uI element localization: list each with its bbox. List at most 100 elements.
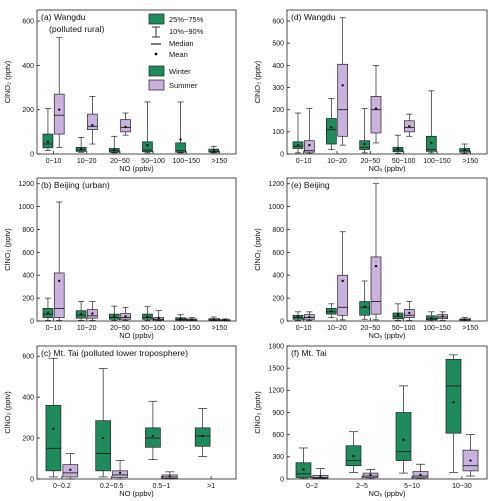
winter-box — [325, 303, 337, 318]
summer-box — [462, 434, 479, 477]
iqr-box — [337, 63, 349, 137]
winter-box — [108, 135, 120, 154]
mean-point — [113, 148, 116, 152]
summer-box — [337, 17, 349, 146]
x-axis-label: NOₓ (ppbv) — [368, 164, 406, 173]
mean-point — [296, 143, 300, 147]
summer-box — [303, 311, 315, 321]
iqr-box — [87, 113, 98, 130]
y-tick-label: 400 — [22, 273, 34, 280]
mean-point — [341, 279, 344, 283]
panel-1: 0 200 400 600 0~10 10~20 20~50 50~100 100~150 >15… — [3, 9, 237, 173]
winter-box — [142, 101, 153, 154]
winter-box — [75, 137, 87, 153]
x-axis-label: NO (ppbv) — [119, 489, 154, 498]
summer-box — [87, 96, 98, 145]
mean-point — [430, 141, 433, 145]
mean-point — [157, 316, 160, 320]
panel-subtitle: (polluted rural) — [49, 24, 105, 34]
mean-point — [363, 142, 366, 146]
panel-6: 0 300 600 900 1200 1500 1800 0~2 2~5 5~10 10~30 NOₓ… — [253, 343, 488, 498]
y-tick-label: 600 — [22, 354, 34, 361]
mean-point — [369, 473, 372, 477]
mean-point — [201, 434, 204, 438]
y-tick-label: 400 — [22, 63, 34, 70]
summer-box — [403, 113, 415, 137]
x-tick-label: 50~100 — [392, 158, 416, 165]
panel-title: (f) Mt. Tai — [291, 348, 327, 358]
winter-box — [295, 447, 312, 479]
plot-frame — [36, 177, 237, 322]
summer-box — [412, 463, 429, 479]
legend-winter-swatch — [148, 65, 165, 77]
y-tick-label: 1200 — [268, 388, 284, 395]
x-tick-label: 10~20 — [327, 325, 347, 332]
x-tick-label: >150 — [462, 158, 478, 165]
mean-point — [179, 138, 182, 141]
iqr-box — [359, 301, 371, 316]
mean-point — [463, 148, 466, 152]
summer-box — [370, 183, 382, 321]
panel-5: 0 200 400 600 800 1000 1200 0~10 10~20 20~50 50~10… — [253, 177, 488, 340]
mean-point — [146, 143, 149, 147]
legend-mean-symbol — [154, 52, 158, 56]
winter-box — [42, 108, 54, 152]
mean-point — [308, 315, 311, 319]
y-tick-label: 0 — [280, 476, 284, 483]
mean-point — [396, 313, 400, 316]
summer-box — [62, 453, 79, 480]
iqr-box — [303, 140, 315, 153]
plot-frame — [286, 177, 488, 322]
winter-box — [45, 357, 62, 478]
y-tick-label: 1000 — [268, 204, 284, 211]
iqr-box — [175, 142, 186, 153]
y-tick-label: 600 — [272, 250, 284, 257]
iqr-box — [145, 427, 161, 448]
mean-point — [319, 475, 322, 478]
iqr-box — [95, 420, 111, 472]
mean-point — [441, 315, 444, 318]
x-tick-label: >150 — [212, 158, 228, 165]
mean-point — [408, 311, 411, 315]
iqr-box — [45, 404, 62, 472]
mean-point — [91, 124, 94, 127]
mean-point — [396, 147, 400, 151]
winter-box — [208, 316, 220, 322]
plot-frame — [36, 9, 237, 155]
summer-box — [337, 231, 349, 321]
panel-2: 0 200 400 600 800 1000 1200 0~10 10~20 20~50 50~10… — [3, 177, 237, 340]
x-tick-label: 50~100 — [392, 325, 416, 332]
x-tick-label: >1 — [207, 483, 215, 490]
y-axis-label: ClNO₂ (pptv) — [3, 391, 12, 434]
iqr-box — [370, 96, 382, 134]
x-tick-label: 0~0.2 — [53, 483, 71, 490]
mean-point — [341, 84, 344, 87]
x-tick-label: 0~10 — [46, 325, 62, 332]
y-tick-label: 200 — [22, 296, 34, 303]
mean-point — [463, 318, 466, 321]
y-tick-label: 1200 — [18, 181, 34, 188]
mean-point — [58, 108, 61, 111]
summer-box — [403, 301, 415, 321]
winter-box — [95, 368, 111, 478]
winter-box — [42, 297, 54, 321]
winter-box — [395, 385, 412, 474]
x-tick-label: 100~150 — [173, 325, 201, 332]
winter-box — [459, 143, 471, 154]
summer-box — [370, 65, 382, 144]
y-tick-label: 200 — [272, 296, 284, 303]
mean-point — [419, 473, 422, 477]
winter-box — [359, 108, 371, 154]
x-tick-label: 10~20 — [327, 158, 347, 165]
legend-summer-swatch — [148, 79, 165, 91]
legend: 25%~75% 10%~90% Median Mean Winter Summe… — [148, 13, 204, 91]
panel-title: (c) Mt. Tai (polluted lower troposphere) — [41, 348, 188, 358]
mean-point — [223, 318, 227, 322]
panel-title: (b) Beijing (urban) — [41, 180, 110, 190]
mean-point — [212, 318, 215, 321]
mean-point — [46, 140, 50, 144]
x-tick-label: 0~10 — [296, 325, 312, 332]
mean-point — [430, 316, 433, 320]
y-tick-label: 400 — [272, 63, 284, 70]
